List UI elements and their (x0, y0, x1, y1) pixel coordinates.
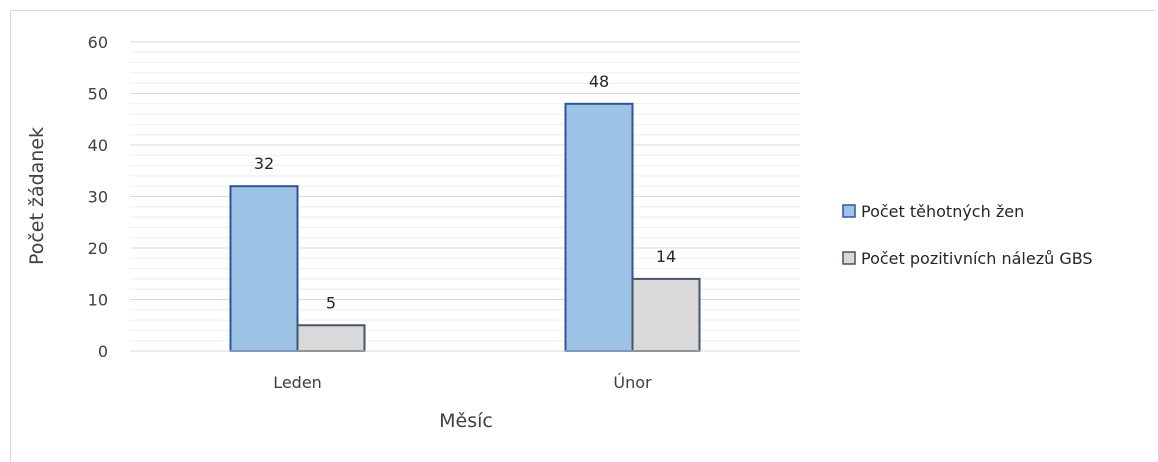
bar-gbs-positive-0 (296, 324, 366, 352)
x-category-label: Leden (273, 373, 322, 392)
y-axis-title: Počet žádanek (26, 127, 48, 265)
y-tick-label: 10 (88, 291, 108, 310)
legend-swatch (842, 204, 856, 218)
y-tick-label: 20 (88, 239, 108, 258)
bar-pregnant-0 (229, 185, 299, 352)
legend-label: Počet těhotných žen (861, 202, 1024, 221)
legend: Počet těhotných žen Počet pozitivních nál… (842, 202, 1093, 268)
data-label: 5 (326, 293, 336, 312)
data-labels: 32 5 48 14 (254, 72, 676, 312)
bar-pregnant-1 (564, 102, 634, 352)
x-axis-title: Měsíc (439, 410, 493, 432)
x-axis-categories: Leden Únor (273, 373, 652, 392)
data-label: 14 (656, 247, 676, 266)
y-tick-label: 60 (88, 33, 108, 52)
x-category-label: Únor (613, 373, 652, 392)
bar-gbs-positive-1 (631, 277, 701, 352)
data-label: 32 (254, 154, 274, 173)
y-tick-label: 0 (98, 342, 108, 361)
y-tick-label: 50 (88, 85, 108, 104)
y-tick-label: 30 (88, 188, 108, 207)
y-axis-ticks: 0 10 20 30 40 50 60 (88, 33, 108, 361)
y-tick-label: 40 (88, 136, 108, 155)
data-label: 48 (589, 72, 609, 91)
legend-label: Počet pozitivních nálezů GBS (861, 249, 1093, 268)
legend-swatch (842, 251, 856, 265)
